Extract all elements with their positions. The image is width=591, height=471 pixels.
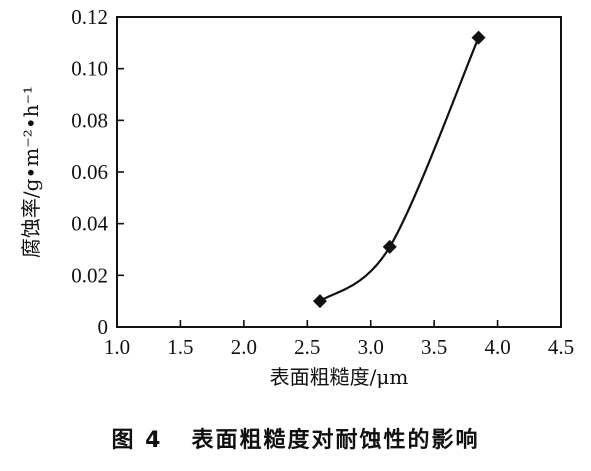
x-tick-label: 3.0 (358, 335, 384, 359)
x-tick-label: 2.0 (231, 335, 257, 359)
series-line (319, 37, 480, 303)
data-point (471, 30, 486, 45)
x-tick-label: 1.5 (167, 335, 193, 359)
y-tick-label: 0.08 (71, 108, 108, 132)
y-tick-label: 0.04 (71, 212, 108, 236)
plot-frame (116, 16, 562, 328)
x-axis-ticks: 1.0 1.5 2.0 2.5 3.0 3.5 4.0 4.5 (104, 320, 574, 359)
x-tick-label: 1.0 (104, 335, 130, 359)
y-axis-ticks: 0 0.02 0.04 0.06 0.08 0.10 0.12 (71, 5, 124, 339)
data-point (312, 294, 327, 309)
y-tick-label: 0.10 (71, 57, 108, 81)
y-tick-label: 0.12 (71, 5, 108, 29)
y-tick-label: 0.06 (71, 160, 108, 184)
y-tick-label: 0.02 (71, 263, 108, 287)
x-tick-label: 4.5 (548, 335, 574, 359)
y-axis-title: 腐蚀率/g•m⁻²•h⁻¹ (19, 86, 43, 258)
x-tick-label: 4.0 (484, 335, 510, 359)
data-point (382, 239, 397, 254)
x-tick-label: 2.5 (294, 335, 320, 359)
chart: 1.0 1.5 2.0 2.5 3.0 3.5 4.0 4.5 0 0.02 0.04 0.06 0.… (19, 5, 574, 389)
x-axis-title: 表面粗糙度/μm (270, 365, 409, 389)
data-markers (312, 30, 486, 309)
x-tick-label: 3.5 (421, 335, 447, 359)
figure-caption: 图 4 表面粗糙度对耐蚀性的影响 (111, 428, 480, 453)
y-tick-label: 0 (98, 315, 109, 339)
